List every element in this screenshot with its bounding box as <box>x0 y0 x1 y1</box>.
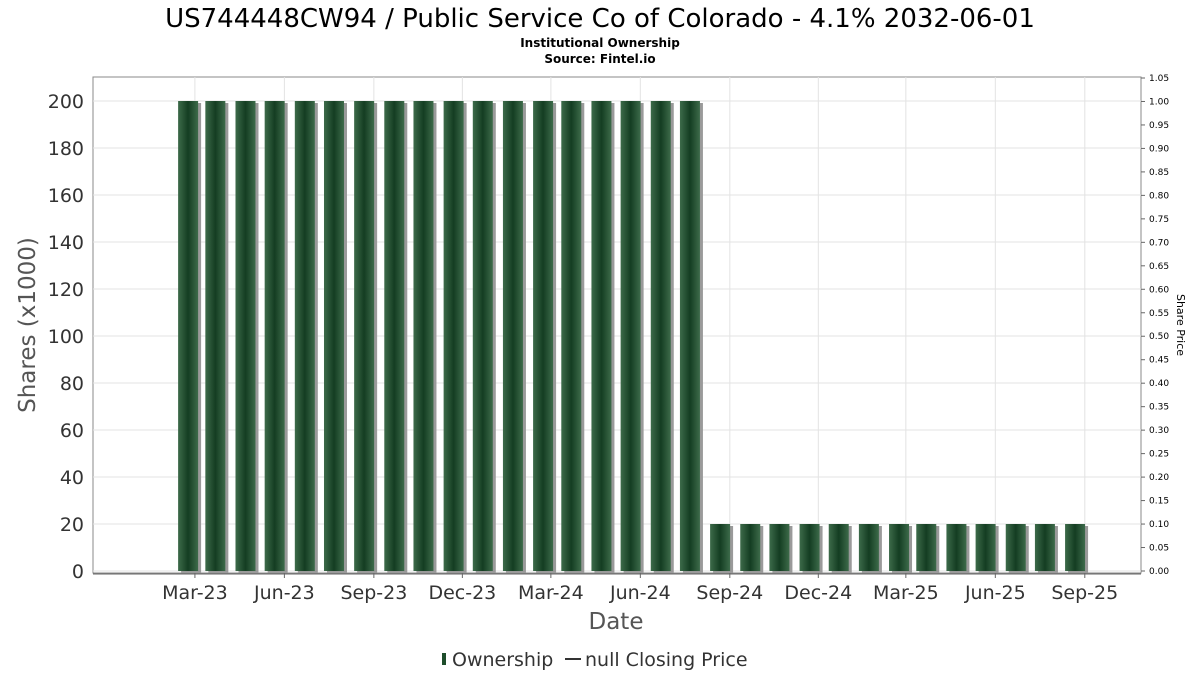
right-tick-label: 0.85 <box>1149 168 1169 178</box>
right-tick-label: 0.00 <box>1149 567 1169 577</box>
ownership-bar <box>561 101 582 571</box>
x-tick-label: Sep-25 <box>1051 582 1118 604</box>
right-tick-label: 0.40 <box>1149 379 1169 389</box>
ownership-bar <box>178 101 199 571</box>
y-tick-label: 180 <box>48 138 84 160</box>
ownership-bar <box>828 524 849 571</box>
y-tick-label: 80 <box>60 373 84 395</box>
legend-ownership-label: Ownership <box>452 649 553 671</box>
ownership-bar <box>294 101 315 571</box>
ownership-bar <box>620 101 641 571</box>
ownership-bar <box>740 524 761 571</box>
y-axis-label: Shares (x1000) <box>15 237 41 413</box>
y-tick-label: 60 <box>60 420 84 442</box>
y-tick-label: 40 <box>60 467 84 489</box>
y-tick-label: 120 <box>48 279 84 301</box>
right-tick-label: 0.75 <box>1149 215 1169 225</box>
right-tick-label: 0.70 <box>1149 238 1169 248</box>
ownership-bar <box>264 101 285 571</box>
x-tick-label: Mar-23 <box>162 582 228 604</box>
x-tick-label: Mar-25 <box>873 582 939 604</box>
ownership-bar <box>679 101 700 571</box>
ownership-bar <box>591 101 612 571</box>
right-axis-label: Share Price <box>1174 294 1187 356</box>
ownership-bar <box>472 101 493 571</box>
ownership-bar <box>533 101 554 571</box>
right-axis-ticks: 0.00 0.05 0.10 0.15 0.20 0.25 0.30 0.35 0.40 0.45… <box>1141 74 1169 577</box>
right-tick-label: 0.05 <box>1149 544 1169 554</box>
right-tick-label: 1.05 <box>1149 74 1169 84</box>
ownership-bar <box>323 101 344 571</box>
right-tick-label: 0.50 <box>1149 332 1169 342</box>
ownership-bar <box>710 524 731 571</box>
legend-ownership-swatch <box>442 653 446 665</box>
ownership-bar <box>502 101 523 571</box>
y-tick-label: 100 <box>48 326 84 348</box>
right-tick-label: 0.45 <box>1149 356 1169 366</box>
legend-price-label: null Closing Price <box>585 649 748 671</box>
ownership-bar <box>975 524 996 571</box>
ownership-bar <box>443 101 464 571</box>
ownership-bars <box>178 101 1089 573</box>
right-tick-label: 0.35 <box>1149 403 1169 413</box>
chart-subtitle-line-2: Source: Fintel.io <box>544 52 655 66</box>
y-tick-label: 140 <box>48 232 84 254</box>
ownership-bar <box>384 101 405 571</box>
x-tick-label: Jun-25 <box>964 582 1026 604</box>
right-tick-label: 0.55 <box>1149 309 1169 319</box>
x-tick-label: Dec-24 <box>784 582 852 604</box>
ownership-bar <box>1065 524 1086 571</box>
ownership-bar <box>799 524 820 571</box>
x-tick-label: Jun-23 <box>253 582 315 604</box>
x-axis-label: Date <box>589 609 644 635</box>
right-tick-label: 0.25 <box>1149 450 1169 460</box>
right-tick-label: 1.00 <box>1149 97 1169 107</box>
x-tick-label: Sep-23 <box>340 582 407 604</box>
ownership-bar <box>354 101 375 571</box>
legend: Ownership null Closing Price <box>442 649 748 671</box>
right-tick-label: 0.15 <box>1149 497 1169 507</box>
right-tick-label: 0.30 <box>1149 426 1169 436</box>
ownership-bar <box>769 524 790 571</box>
right-tick-label: 0.60 <box>1149 285 1169 295</box>
right-tick-label: 0.95 <box>1149 121 1169 131</box>
y-tick-label: 160 <box>48 185 84 207</box>
y-tick-label: 200 <box>48 91 84 113</box>
y-tick-label: 20 <box>60 514 84 536</box>
x-axis-ticks: Mar-23 Jun-23 Sep-23 Dec-23 Mar-24 Jun-24 Sep-… <box>162 573 1118 604</box>
ownership-bar <box>413 101 434 571</box>
x-tick-label: Dec-23 <box>428 582 496 604</box>
x-tick-label: Mar-24 <box>518 582 584 604</box>
right-tick-label: 0.65 <box>1149 262 1169 272</box>
right-tick-label: 0.10 <box>1149 520 1169 530</box>
chart-subtitle-line-1: Institutional Ownership <box>520 36 680 50</box>
ownership-bar <box>858 524 879 571</box>
left-axis-ticks: 0 20 40 60 80 100 120 140 160 180 200 <box>48 91 84 583</box>
right-tick-label: 0.20 <box>1149 473 1169 483</box>
right-tick-label: 0.90 <box>1149 144 1169 154</box>
ownership-bar <box>946 524 967 571</box>
ownership-bar <box>889 524 910 571</box>
right-tick-label: 0.80 <box>1149 191 1169 201</box>
x-tick-label: Sep-24 <box>696 582 763 604</box>
chart-title: US744448CW94 / Public Service Co of Colo… <box>165 4 1035 34</box>
ownership-bar <box>205 101 226 571</box>
ownership-bar <box>916 524 937 571</box>
ownership-bar <box>1005 524 1026 571</box>
ownership-bar <box>650 101 671 571</box>
ownership-bar <box>1034 524 1055 571</box>
y-tick-label: 0 <box>72 561 84 583</box>
x-tick-label: Jun-24 <box>609 582 671 604</box>
ownership-bar <box>235 101 256 571</box>
